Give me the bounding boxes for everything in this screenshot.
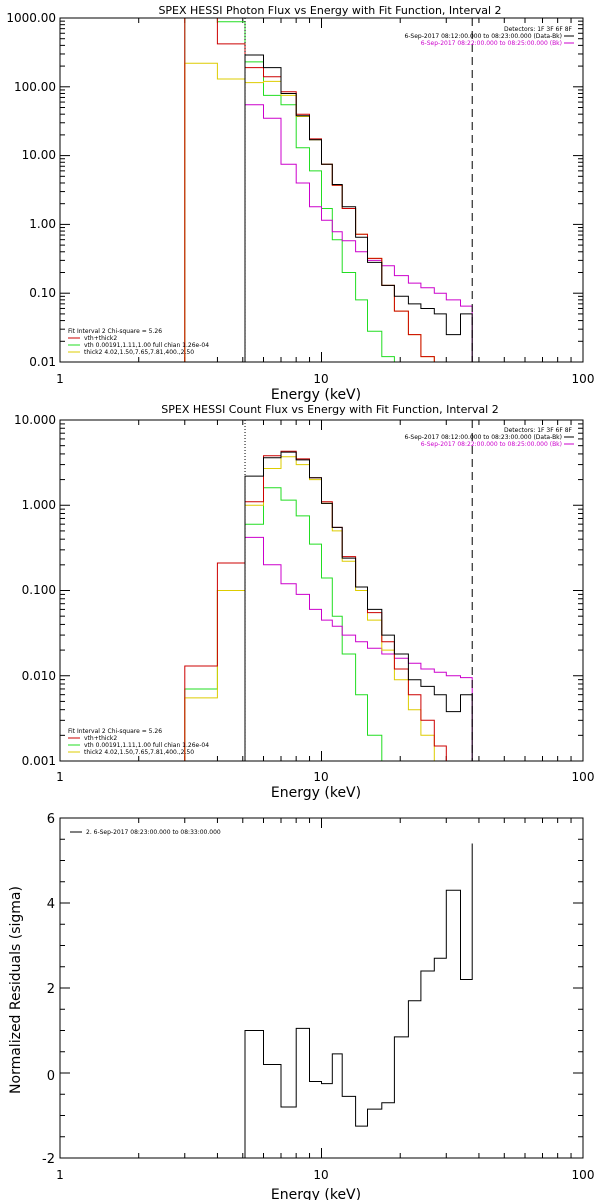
count-y-ticklabels: 0.001 0.010 0.100 1.000 10.000: [14, 413, 56, 768]
count-plot-frame: [59, 419, 584, 762]
photon-header-bk-row: 6-Sep-2017 08:22:00.000 to 08:25:00.000 …: [421, 40, 562, 47]
photon-legend-title: Fit Interval 2 Chi-square = 5.26: [68, 328, 162, 335]
residuals-xtick-10: 10: [313, 1168, 328, 1182]
photon-series-background: [244, 104, 473, 362]
photon-ytick-1.00: 1.00: [29, 217, 56, 231]
count-legend-vth: vth 0.00191,1.11,1.00 full chian 1.26e-0…: [84, 742, 209, 749]
photon-legend-vth: vth 0.00191,1.11,1.00 full chian 1.26e-0…: [84, 342, 209, 349]
photon-header-data-row: 6-Sep-2017 08:12:00.000 to 08:23:00.000 …: [404, 33, 562, 40]
count-header: Detectors: 1F 3F 6F 8F 6-Sep-2017 08:12:…: [404, 427, 574, 448]
count-x-ticklabels: 1 10 100: [56, 770, 594, 784]
count-series-data: [244, 451, 473, 761]
residuals-ytick--2: -2: [42, 1152, 55, 1167]
photon-y-ticklabels: 0.01 0.10 1.00 10.00 100.00 1000.00: [6, 11, 56, 369]
count-xtick-100: 100: [572, 770, 595, 784]
count-ytick-0.010: 0.010: [22, 669, 56, 683]
count-ytick-0.100: 0.100: [22, 583, 56, 597]
residuals-ylabel: Normalized Residuals (sigma): [8, 886, 24, 1094]
count-flux-panel: SPEX HESSI Count Flux vs Energy with Fit…: [14, 403, 594, 801]
photon-ytick-0.01: 0.01: [29, 355, 56, 369]
photon-legend-fit: vth+thick2: [84, 335, 117, 342]
residuals-plot-frame: [59, 817, 584, 1159]
count-xtick-10: 10: [313, 770, 328, 784]
photon-xtick-10: 10: [313, 372, 328, 386]
residuals-legend-row: 2. 6-Sep-2017 08:23:00.000 to 08:33:00.0…: [86, 829, 221, 836]
count-title: SPEX HESSI Count Flux vs Energy with Fit…: [161, 403, 498, 416]
count-series-vth: [184, 487, 473, 761]
count-legend-fit: vth+thick2: [84, 735, 117, 742]
residuals-xtick-1: 1: [56, 1168, 64, 1182]
residuals-x-ticklabels: 1 10 100: [56, 1168, 594, 1182]
residuals-xlabel: Energy (keV): [271, 1187, 361, 1200]
photon-x-ticks: [59, 18, 572, 362]
count-header-bk-row: 6-Sep-2017 08:22:00.000 to 08:25:00.000 …: [421, 441, 562, 448]
photon-xtick-100: 100: [572, 372, 595, 386]
count-series-background: [244, 536, 473, 761]
photon-ytick-1000.00: 1000.00: [6, 11, 56, 25]
photon-xtick-1: 1: [56, 372, 64, 386]
photon-flux-panel: SPEX HESSI Photon Flux vs Energy with Fi…: [6, 4, 594, 403]
count-plot-marks: [59, 419, 583, 762]
photon-plot-frame: [59, 17, 584, 363]
photon-detectors: Detectors: 1F 3F 6F 8F: [504, 26, 573, 33]
photon-ytick-10.00: 10.00: [22, 148, 56, 162]
residuals-series-residuals: [244, 843, 473, 1158]
photon-series-data: [244, 54, 473, 362]
count-detectors: Detectors: 1F 3F 6F 8F: [504, 427, 573, 434]
count-ytick-0.001: 0.001: [22, 754, 56, 768]
photon-legend-thick2: thick2 4.02,1.50,7.65,7.81,400.,2.50: [84, 349, 194, 356]
count-xlabel: Energy (keV): [271, 785, 361, 801]
residuals-ytick-0: 0: [47, 1069, 55, 1084]
photon-header: Detectors: 1F 3F 6F 8F 6-Sep-2017 08:12:…: [404, 26, 574, 47]
photon-title: SPEX HESSI Photon Flux vs Energy with Fi…: [158, 4, 501, 17]
residuals-series-group: [244, 843, 473, 1158]
count-xtick-1: 1: [56, 770, 64, 784]
count-ytick-1.000: 1.000: [22, 498, 56, 512]
photon-xlabel: Energy (keV): [271, 387, 361, 403]
photon-ytick-0.10: 0.10: [29, 286, 56, 300]
count-series-group: [184, 450, 473, 761]
photon-x-ticklabels: 1 10 100: [56, 372, 594, 386]
count-legend-thick2: thick2 4.02,1.50,7.65,7.81,400.,2.50: [84, 749, 194, 756]
count-y-ticks: [60, 419, 583, 762]
residuals-panel: 1 10 100 -2 0 2 4 6 Normalized Residuals…: [8, 812, 594, 1200]
photon-ytick-100.00: 100.00: [14, 80, 56, 94]
residuals-ytick-6: 6: [47, 812, 55, 827]
photon-plot-marks: [59, 17, 583, 363]
count-ytick-10.000: 10.000: [14, 413, 56, 427]
residuals-ytick-4: 4: [47, 897, 55, 912]
count-legend: Fit Interval 2 Chi-square = 5.26 vth+thi…: [68, 728, 209, 756]
photon-legend: Fit Interval 2 Chi-square = 5.26 vth+thi…: [68, 328, 209, 356]
residuals-ytick-2: 2: [47, 982, 55, 997]
count-header-data-row: 6-Sep-2017 08:12:00.000 to 08:23:00.000 …: [404, 434, 562, 441]
count-legend-title: Fit Interval 2 Chi-square = 5.26: [68, 728, 162, 735]
residuals-legend: 2. 6-Sep-2017 08:23:00.000 to 08:33:00.0…: [70, 829, 221, 836]
photon-series-group: [184, 18, 473, 362]
residuals-xtick-100: 100: [572, 1168, 595, 1182]
residuals-y-ticklabels: -2 0 2 4 6: [42, 812, 55, 1167]
